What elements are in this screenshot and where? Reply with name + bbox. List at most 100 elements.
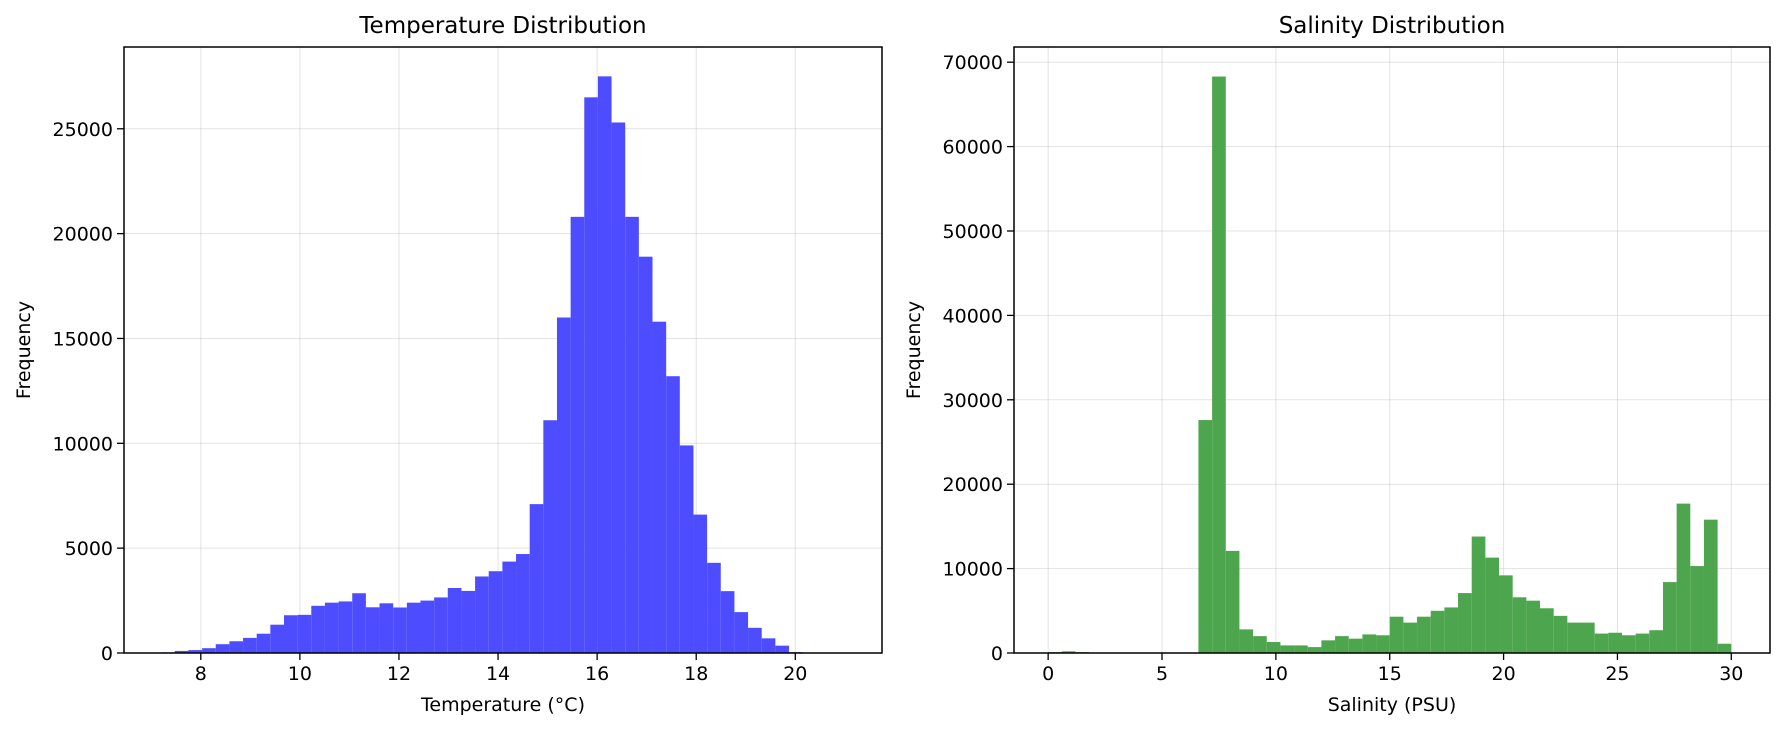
chart-title: Temperature Distribution [358, 13, 646, 39]
x-tick-label: 12 [387, 663, 411, 685]
x-tick-label: 18 [684, 663, 708, 685]
x-tick-label: 14 [486, 663, 510, 685]
histogram-bar [1608, 632, 1622, 653]
histogram-bar [365, 607, 380, 653]
histogram-bar [693, 514, 708, 653]
histogram-bar [1567, 622, 1581, 653]
y-tick-label: 60000 [943, 137, 1003, 159]
histogram-bar [229, 641, 244, 653]
histogram-bar [748, 627, 762, 653]
histogram-bar [1321, 640, 1336, 653]
y-tick-label: 10000 [943, 559, 1003, 581]
histogram-bar [1335, 636, 1349, 653]
axes-frame [123, 46, 883, 654]
histogram-bar [283, 615, 298, 653]
x-axis-label: Temperature (°C) [420, 694, 585, 716]
histogram-bar [734, 612, 749, 653]
histogram-bar [1389, 616, 1404, 653]
y-tick-label: 25000 [53, 119, 113, 141]
histogram-bar [1266, 642, 1281, 653]
histogram-bar [1403, 622, 1418, 653]
y-axis-label: Frequency [903, 301, 925, 399]
histogram-bar [1253, 636, 1267, 653]
histogram-bar [1198, 420, 1213, 653]
histogram-bar [570, 216, 585, 653]
histogram-bar [679, 445, 694, 653]
histogram-bar [1717, 643, 1732, 653]
histogram-bar [256, 633, 271, 653]
histogram-bar [1499, 575, 1513, 653]
histogram-bar [420, 600, 435, 653]
histogram-bar [202, 648, 216, 653]
histogram-bar [1581, 622, 1595, 653]
histogram-bar [707, 562, 721, 653]
histogram-bar [638, 256, 653, 653]
histogram-bar [1703, 519, 1718, 653]
y-tick-label: 15000 [53, 328, 113, 350]
x-tick-label: 16 [585, 663, 609, 685]
histogram-bar [393, 607, 407, 653]
histogram-bar [1307, 647, 1322, 653]
histogram-bar [406, 602, 421, 653]
histogram-bar [434, 597, 448, 653]
histogram-bar [1348, 638, 1363, 653]
x-tick-label: 5 [1156, 663, 1168, 685]
histogram-bar [502, 561, 517, 653]
y-tick-label: 5000 [65, 538, 113, 560]
histogram-bar [1225, 550, 1240, 653]
x-tick-label: 20 [783, 663, 807, 685]
histogram-bar [1540, 608, 1554, 653]
histogram-bar [1676, 503, 1691, 653]
histogram-bar [352, 593, 366, 653]
y-tick-label: 50000 [943, 221, 1003, 243]
histogram-bar [584, 97, 598, 653]
histogram-bar [1594, 633, 1609, 653]
histogram-bar [529, 504, 544, 653]
histogram-bar [1526, 600, 1541, 653]
histogram-bar [243, 637, 257, 653]
histogram-bar [1061, 651, 1076, 653]
temperature-chart: 8 10 12 14 16 18 20 0 5000 10000 15000 20000 25000 Te… [13, 13, 883, 716]
y-tick-label: 10000 [53, 433, 113, 455]
histogram-bar [1376, 635, 1390, 653]
histogram-bar [1417, 616, 1431, 653]
y-tick-label: 20000 [53, 224, 113, 246]
histogram-bar [1553, 615, 1568, 653]
histogram-bar [556, 317, 571, 653]
y-tick-label: 0 [101, 643, 113, 665]
histogram-bar [1512, 597, 1527, 653]
histogram-bar [1662, 582, 1677, 653]
histogram-bar [1635, 633, 1650, 653]
histogram-bar [270, 624, 284, 653]
histogram-bar [761, 638, 776, 653]
axes-frame [1013, 46, 1771, 654]
histogram-bar [188, 650, 203, 653]
histogram-bar [1239, 629, 1254, 653]
histogram-bar [338, 601, 353, 653]
histogram-bar [488, 571, 503, 653]
histogram-bar [447, 587, 462, 653]
y-tick-label: 20000 [943, 474, 1003, 496]
histogram-bar [461, 590, 476, 653]
histogram-bar [475, 576, 489, 653]
histogram-bar [1294, 645, 1308, 653]
salinity-chart: 0 5 10 15 20 25 30 0 10000 20000 30000 40000 50000 60… [903, 13, 1771, 716]
histogram-bar [597, 76, 612, 654]
histogram-bar [379, 603, 394, 653]
histogram-bar [297, 614, 312, 653]
histogram-bar [1690, 566, 1704, 653]
histogram-bar [1649, 630, 1663, 653]
y-tick-label: 40000 [943, 305, 1003, 327]
histogram-bar [775, 645, 790, 653]
histogram-bar [1471, 536, 1486, 653]
x-tick-label: 10 [288, 663, 312, 685]
histogram-bar [1212, 76, 1226, 653]
x-tick-label: 30 [1719, 663, 1743, 685]
histogram-bar [1430, 610, 1445, 653]
histogram-bar [666, 376, 680, 653]
chart-title: Salinity Distribution [1279, 13, 1506, 39]
x-tick-label: 8 [195, 663, 207, 685]
x-tick-label: 0 [1042, 663, 1054, 685]
histogram-bar [324, 602, 339, 653]
histogram-bar [720, 591, 735, 653]
